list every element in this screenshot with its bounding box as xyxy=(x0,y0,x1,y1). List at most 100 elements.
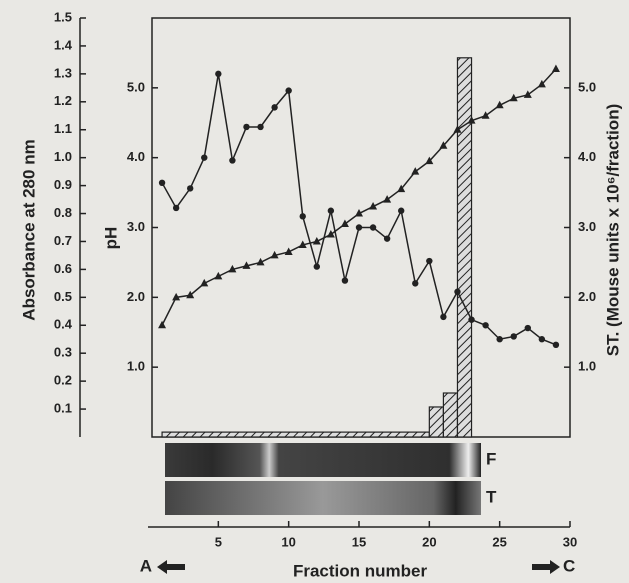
right-arrow xyxy=(532,560,560,574)
circle-marker xyxy=(524,324,531,332)
triangle-marker xyxy=(158,320,167,329)
tick-label: 0.4 xyxy=(54,317,73,332)
circle-marker xyxy=(201,154,208,161)
triangle-marker xyxy=(453,125,462,133)
circle-marker xyxy=(187,185,194,192)
tick-label: 0.7 xyxy=(54,233,72,248)
triangle-marker xyxy=(284,247,293,255)
tick-label: 1.2 xyxy=(54,93,72,108)
circle-marker xyxy=(440,313,447,321)
circle-marker xyxy=(299,213,306,220)
circle-marker xyxy=(355,224,363,231)
tick-label: 0.3 xyxy=(54,345,72,360)
circle-marker xyxy=(369,224,377,231)
tick-label: 1.0 xyxy=(578,359,596,374)
circle-marker xyxy=(257,123,264,131)
tick-label: 0.2 xyxy=(54,373,72,388)
circle-marker xyxy=(229,157,236,164)
tick-label: 0.1 xyxy=(54,401,72,416)
triangle-marker xyxy=(172,292,181,301)
triangle-marker xyxy=(523,90,532,98)
triangle-marker xyxy=(228,264,237,273)
tick-label: 4.0 xyxy=(127,149,145,164)
circle-marker xyxy=(482,322,489,329)
circle-marker xyxy=(327,207,335,214)
triangle-marker xyxy=(383,195,392,203)
circle-marker xyxy=(271,104,278,111)
histogram-bar xyxy=(442,392,459,438)
circle-marker xyxy=(341,277,349,284)
circle-marker xyxy=(496,336,503,343)
triangle-marker xyxy=(481,111,490,119)
tick-label: 0.5 xyxy=(54,289,72,304)
triangle-marker xyxy=(355,209,363,217)
triangle-marker xyxy=(495,100,504,109)
x-tick-label: 10 xyxy=(281,534,295,549)
x-axis-title: Fraction number xyxy=(293,561,428,580)
circle-marker xyxy=(172,204,180,212)
strip-label: T xyxy=(486,487,497,506)
tick-label: 4.0 xyxy=(578,149,596,164)
circle-marker xyxy=(426,257,433,265)
circle-marker xyxy=(538,336,546,343)
x-tick-label: 30 xyxy=(563,534,577,549)
strip-f xyxy=(165,443,481,477)
tick-label: 0.8 xyxy=(54,205,72,220)
circle-marker xyxy=(285,87,292,94)
circle-marker xyxy=(398,207,405,214)
triangle-marker xyxy=(551,64,560,72)
tick-label: 1.0 xyxy=(127,359,145,374)
triangle-marker xyxy=(509,93,518,102)
triangle-marker xyxy=(411,167,420,175)
tick-label: 3.0 xyxy=(578,219,596,234)
strip-t xyxy=(165,481,481,515)
strip-label: F xyxy=(486,449,496,468)
triangle-marker xyxy=(340,219,349,228)
left-end-label: A xyxy=(140,556,152,575)
tick-label: 1.0 xyxy=(54,149,72,164)
circle-marker xyxy=(158,179,166,187)
circle-marker xyxy=(412,280,419,287)
tick-label: 5.0 xyxy=(578,79,596,94)
circle-marker xyxy=(454,288,461,295)
circle-marker xyxy=(313,263,320,270)
triangle-marker xyxy=(467,116,476,124)
triangle-marker xyxy=(242,261,251,269)
circle-marker xyxy=(552,341,560,349)
right-end-label: C xyxy=(563,556,575,575)
triangle-marker xyxy=(186,290,195,299)
x-tick-label: 25 xyxy=(492,534,506,549)
y2-axis-title: ST. (Mouse units x 10⁶/fraction) xyxy=(603,104,622,356)
tick-label: 3.0 xyxy=(127,219,145,234)
triangle-marker xyxy=(537,79,546,88)
x-tick-label: 15 xyxy=(352,534,366,549)
circle-marker xyxy=(468,316,475,323)
tick-label: 2.0 xyxy=(578,289,596,304)
circle-marker xyxy=(383,235,391,242)
histogram-bar xyxy=(161,431,430,438)
ph-axis-title: pH xyxy=(101,227,120,250)
y-axis-title: Absorbance at 280 nm xyxy=(19,139,38,320)
triangle-marker xyxy=(439,141,448,149)
triangle-marker xyxy=(425,156,434,165)
histogram-bar xyxy=(428,406,445,438)
tick-label: 0.6 xyxy=(54,261,72,276)
x-tick-label: 5 xyxy=(215,534,222,549)
tick-label: 1.5 xyxy=(54,9,72,24)
circle-marker xyxy=(243,123,250,131)
triangle-marker xyxy=(397,184,406,193)
tick-label: 5.0 xyxy=(127,79,145,94)
triangle-marker xyxy=(326,229,335,238)
circle-marker xyxy=(510,333,517,340)
tick-label: 2.0 xyxy=(127,289,145,304)
tick-label: 1.4 xyxy=(54,37,73,52)
triangle-marker xyxy=(369,202,378,210)
triangle-marker xyxy=(256,257,265,266)
left-arrow xyxy=(157,560,185,574)
triangle-marker xyxy=(200,278,209,287)
triangle-marker xyxy=(298,240,307,248)
triangle-marker xyxy=(312,236,321,245)
tick-label: 1.3 xyxy=(54,65,72,80)
triangle-marker xyxy=(214,271,223,280)
